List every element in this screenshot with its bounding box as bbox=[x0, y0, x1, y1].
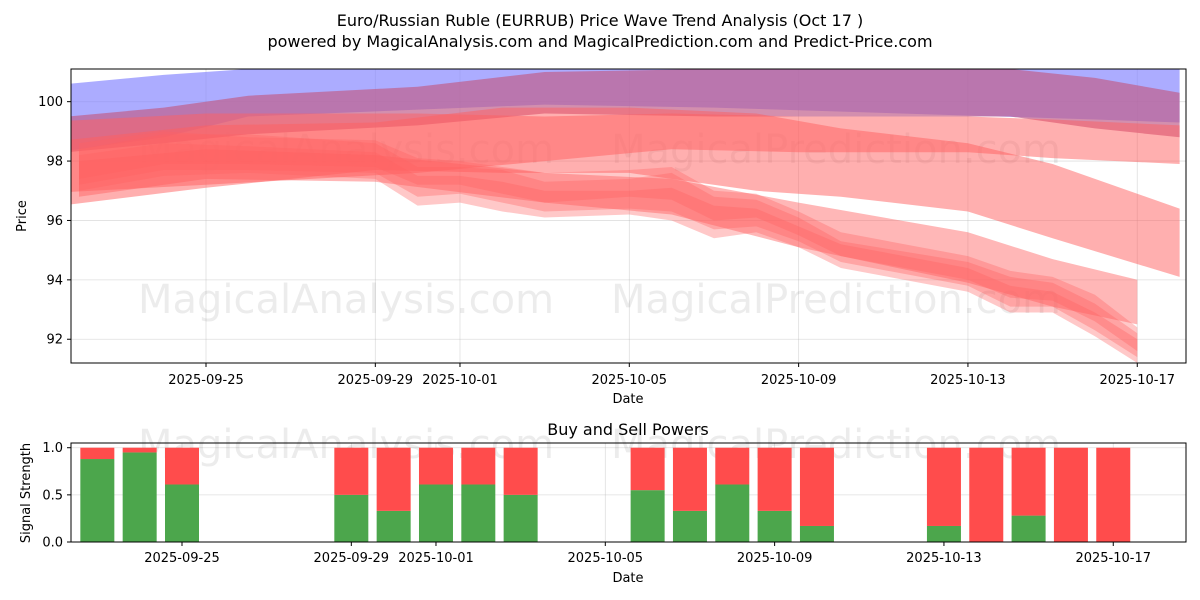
sell-power-bar bbox=[1096, 447, 1131, 542]
sell-power-bar bbox=[334, 447, 369, 495]
signal-x-tick-label: 2025-09-29 bbox=[314, 551, 390, 566]
price-y-tick-label: 92 bbox=[46, 333, 63, 348]
buy-power-bar bbox=[334, 494, 369, 542]
buy-power-bar bbox=[418, 484, 453, 542]
signal-bars bbox=[80, 447, 1131, 542]
price-wave-bands bbox=[71, 69, 1180, 363]
signal-panel: Buy and Sell Powers MagicalAnalysis.com … bbox=[19, 420, 1187, 586]
sell-power-bar bbox=[1053, 447, 1088, 542]
signal-y-ticks: 0.0 0.5 1.0 bbox=[42, 441, 71, 551]
signal-x-tick-label: 2025-10-13 bbox=[906, 551, 982, 566]
buy-power-bar bbox=[926, 525, 961, 542]
sell-power-bar bbox=[926, 447, 961, 526]
price-y-tick-label: 94 bbox=[46, 273, 63, 288]
sell-power-bar bbox=[1011, 447, 1046, 516]
price-x-tick-label: 2025-09-25 bbox=[168, 373, 244, 388]
watermark-prediction-mid: MagicalPrediction.com bbox=[611, 277, 1061, 323]
signal-x-tick-label: 2025-10-01 bbox=[398, 551, 474, 566]
signal-x-ticks: 2025-09-25 2025-09-29 2025-10-01 2025-10-05… bbox=[144, 542, 1151, 566]
signal-x-tick-label: 2025-10-17 bbox=[1075, 551, 1151, 566]
buy-power-bar bbox=[1011, 515, 1046, 542]
chart-title: Euro/Russian Ruble (EURRUB) Price Wave T… bbox=[337, 11, 863, 30]
signal-y-tick-label: 1.0 bbox=[42, 441, 63, 456]
price-axes-frame bbox=[70, 68, 1187, 364]
buy-power-bar bbox=[630, 490, 665, 542]
buy-power-bar bbox=[376, 510, 411, 542]
buy-power-bar bbox=[715, 484, 750, 542]
wave-band-4 bbox=[71, 107, 1180, 277]
price-x-tick-label: 2025-10-09 bbox=[761, 373, 837, 388]
signal-y-tick-label: 0.0 bbox=[42, 536, 63, 551]
buy-power-bar bbox=[503, 494, 538, 542]
price-x-tick-label: 2025-10-01 bbox=[422, 373, 498, 388]
price-y-axis-label: Price bbox=[15, 200, 30, 232]
buy-power-bar bbox=[757, 510, 792, 542]
buy-power-bar bbox=[461, 484, 496, 542]
price-y-tick-label: 96 bbox=[46, 214, 63, 229]
wave-band-7 bbox=[79, 143, 1138, 358]
sell-power-bar bbox=[122, 447, 157, 453]
sell-power-bar bbox=[503, 447, 538, 495]
signal-y-axis-label: Signal Strength bbox=[19, 443, 34, 543]
signal-axes-frame bbox=[70, 442, 1187, 543]
signal-y-tick-label: 0.5 bbox=[42, 488, 63, 503]
price-x-tick-label: 2025-10-17 bbox=[1099, 373, 1175, 388]
signal-chart-title: Buy and Sell Powers bbox=[547, 420, 709, 439]
price-y-tick-label: 98 bbox=[46, 155, 63, 170]
buy-power-bar bbox=[672, 510, 707, 542]
price-x-axis-label: Date bbox=[612, 392, 643, 407]
price-x-tick-label: 2025-10-13 bbox=[930, 373, 1006, 388]
watermark-analysis-mid: MagicalAnalysis.com bbox=[138, 277, 554, 323]
sell-power-bar bbox=[80, 447, 115, 460]
sell-power-bar bbox=[165, 447, 199, 485]
chart-subtitle: powered by MagicalAnalysis.com and Magic… bbox=[267, 32, 932, 51]
price-y-ticks: 92 94 96 98 100 bbox=[38, 95, 71, 348]
sell-power-bar bbox=[630, 447, 665, 491]
sell-power-bar bbox=[969, 447, 1004, 542]
wave-band-8 bbox=[79, 131, 1138, 352]
sell-power-bar bbox=[461, 447, 496, 485]
signal-x-tick-label: 2025-10-09 bbox=[737, 551, 813, 566]
price-y-tick-label: 100 bbox=[38, 95, 63, 110]
buy-power-bar bbox=[122, 452, 157, 542]
price-x-tick-label: 2025-10-05 bbox=[592, 373, 668, 388]
signal-x-tick-label: 2025-10-05 bbox=[568, 551, 644, 566]
buy-power-bar bbox=[799, 525, 834, 542]
buy-power-bar bbox=[165, 484, 199, 542]
signal-x-axis-label: Date bbox=[612, 571, 643, 586]
sell-power-bar bbox=[376, 447, 411, 511]
buy-power-bar bbox=[80, 459, 115, 542]
wave-band-6 bbox=[79, 134, 1138, 363]
price-x-tick-label: 2025-09-29 bbox=[338, 373, 414, 388]
sell-power-bar bbox=[757, 447, 792, 511]
sell-power-bar bbox=[418, 447, 453, 485]
sell-power-bar bbox=[672, 447, 707, 511]
price-panel: MagicalAnalysis.com MagicalPrediction.co… bbox=[15, 68, 1187, 407]
sell-power-bar bbox=[799, 447, 834, 526]
signal-x-tick-label: 2025-09-25 bbox=[144, 551, 220, 566]
sell-power-bar bbox=[715, 447, 750, 485]
wave-band-5 bbox=[79, 149, 1138, 325]
price-x-ticks: 2025-09-25 2025-09-29 2025-10-01 2025-10-05… bbox=[168, 363, 1175, 388]
